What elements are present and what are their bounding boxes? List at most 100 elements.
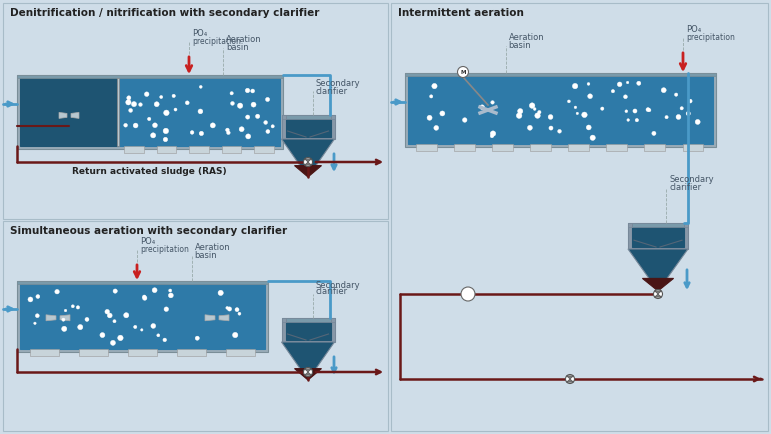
Polygon shape bbox=[655, 291, 662, 294]
Bar bbox=[17, 75, 283, 78]
Circle shape bbox=[123, 123, 127, 127]
Circle shape bbox=[172, 94, 175, 98]
Text: Secondary: Secondary bbox=[316, 282, 361, 290]
Circle shape bbox=[190, 131, 194, 134]
Bar bbox=[189, 146, 209, 153]
Text: Aeration: Aeration bbox=[509, 33, 544, 43]
Circle shape bbox=[676, 115, 681, 119]
Bar bbox=[128, 349, 157, 356]
Text: precipitation: precipitation bbox=[192, 37, 241, 46]
Circle shape bbox=[432, 83, 437, 89]
Circle shape bbox=[565, 375, 574, 384]
Circle shape bbox=[627, 118, 629, 122]
Circle shape bbox=[76, 306, 79, 309]
Circle shape bbox=[427, 115, 432, 120]
Bar bbox=[568, 144, 589, 151]
Polygon shape bbox=[281, 139, 335, 177]
Circle shape bbox=[662, 88, 666, 93]
Circle shape bbox=[199, 131, 204, 136]
Circle shape bbox=[168, 293, 173, 298]
Circle shape bbox=[439, 111, 445, 116]
Circle shape bbox=[549, 126, 553, 130]
Circle shape bbox=[150, 133, 156, 138]
Circle shape bbox=[265, 97, 270, 102]
Circle shape bbox=[144, 92, 149, 96]
Circle shape bbox=[55, 289, 59, 294]
Circle shape bbox=[245, 88, 250, 93]
Circle shape bbox=[174, 108, 177, 111]
Circle shape bbox=[574, 106, 577, 108]
Bar bbox=[281, 318, 335, 342]
Text: Secondary: Secondary bbox=[316, 79, 361, 88]
Circle shape bbox=[588, 82, 590, 85]
Circle shape bbox=[154, 102, 159, 107]
Circle shape bbox=[226, 128, 229, 132]
Circle shape bbox=[665, 115, 668, 119]
Text: basin: basin bbox=[509, 42, 531, 50]
Circle shape bbox=[576, 112, 578, 115]
Text: Aeration: Aeration bbox=[227, 36, 262, 45]
Circle shape bbox=[160, 95, 163, 99]
Circle shape bbox=[153, 123, 157, 128]
Circle shape bbox=[557, 129, 561, 133]
Circle shape bbox=[271, 125, 274, 128]
Circle shape bbox=[517, 113, 522, 118]
Circle shape bbox=[654, 289, 662, 299]
Circle shape bbox=[195, 336, 200, 340]
Polygon shape bbox=[567, 376, 574, 379]
Circle shape bbox=[139, 103, 143, 106]
Circle shape bbox=[163, 128, 169, 134]
Circle shape bbox=[62, 318, 65, 321]
Bar bbox=[281, 115, 285, 119]
Bar bbox=[628, 223, 632, 227]
Bar bbox=[285, 318, 331, 322]
Circle shape bbox=[304, 368, 312, 377]
Bar bbox=[226, 349, 255, 356]
Circle shape bbox=[480, 105, 484, 109]
Circle shape bbox=[635, 118, 638, 122]
Circle shape bbox=[100, 332, 105, 338]
Circle shape bbox=[490, 135, 493, 138]
Circle shape bbox=[62, 326, 67, 332]
Text: Return activated sludge (RAS): Return activated sludge (RAS) bbox=[72, 168, 227, 177]
Polygon shape bbox=[295, 368, 322, 380]
Circle shape bbox=[235, 308, 239, 312]
Polygon shape bbox=[205, 315, 215, 321]
Circle shape bbox=[434, 125, 439, 130]
Circle shape bbox=[637, 81, 641, 85]
Polygon shape bbox=[305, 372, 311, 375]
Bar bbox=[530, 144, 551, 151]
Circle shape bbox=[266, 129, 270, 134]
Text: clarifier: clarifier bbox=[670, 183, 702, 191]
Circle shape bbox=[689, 99, 692, 103]
Bar bbox=[124, 146, 144, 153]
Circle shape bbox=[233, 332, 238, 338]
Text: basin: basin bbox=[194, 251, 217, 260]
Bar bbox=[3, 221, 388, 431]
Circle shape bbox=[601, 107, 604, 110]
Text: M: M bbox=[460, 69, 466, 75]
Bar bbox=[117, 78, 119, 146]
Circle shape bbox=[530, 103, 535, 108]
Circle shape bbox=[131, 102, 136, 107]
Bar bbox=[454, 144, 475, 151]
Circle shape bbox=[251, 102, 256, 107]
Circle shape bbox=[152, 288, 157, 293]
Circle shape bbox=[107, 313, 112, 318]
Circle shape bbox=[78, 325, 82, 330]
Circle shape bbox=[226, 306, 229, 309]
Circle shape bbox=[140, 329, 143, 331]
Bar bbox=[285, 115, 331, 119]
Bar bbox=[281, 115, 335, 139]
Circle shape bbox=[618, 82, 622, 87]
Text: Secondary: Secondary bbox=[670, 174, 715, 184]
Circle shape bbox=[227, 307, 231, 311]
Circle shape bbox=[227, 131, 231, 135]
Circle shape bbox=[491, 101, 494, 104]
Circle shape bbox=[429, 95, 433, 98]
Polygon shape bbox=[281, 342, 335, 380]
Circle shape bbox=[231, 102, 234, 105]
Circle shape bbox=[64, 309, 67, 312]
Circle shape bbox=[118, 335, 123, 341]
Bar bbox=[20, 78, 118, 146]
